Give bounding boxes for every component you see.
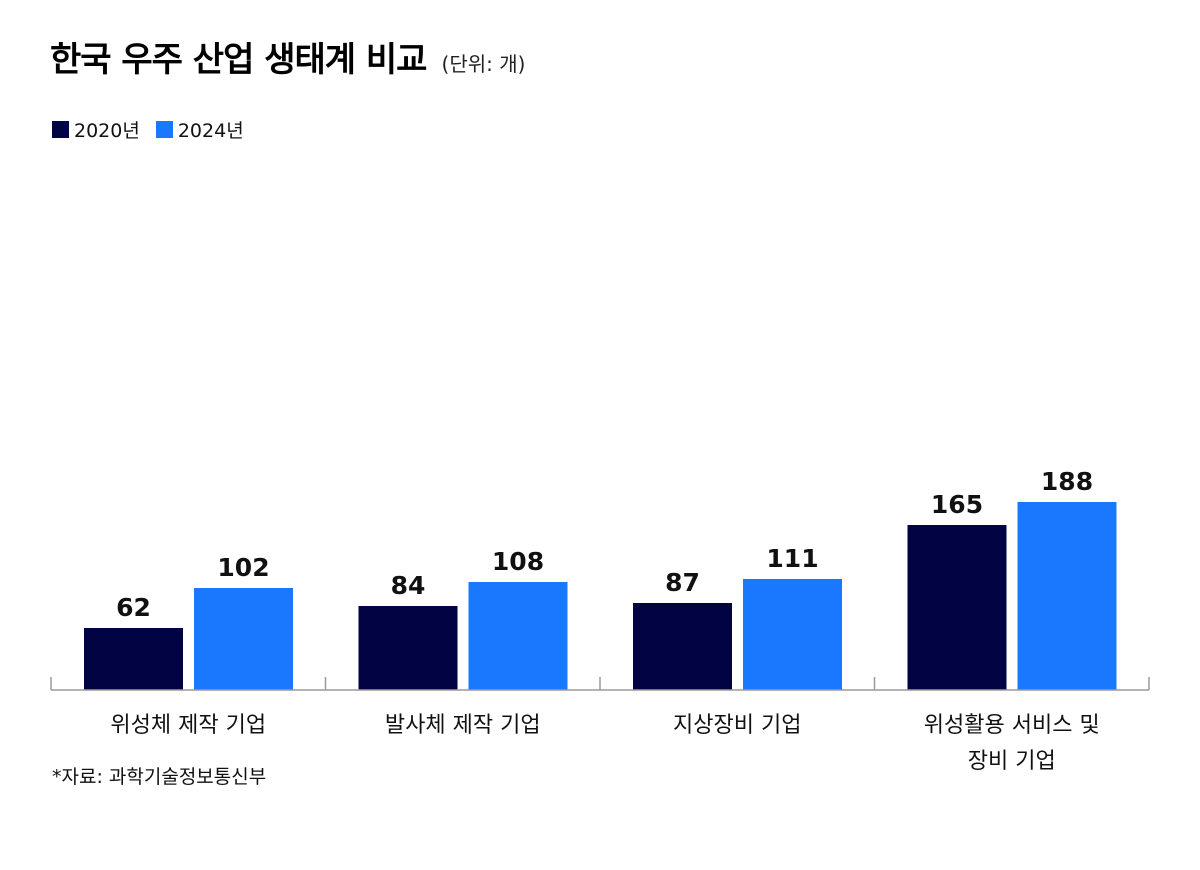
chart-title-block: 한국 우주 산업 생태계 비교 (단위: 개) — [50, 32, 525, 81]
bar-2024-1 — [468, 582, 568, 690]
bar-2020-2 — [633, 603, 732, 690]
category-label-1: 발사체 제작 기업 — [385, 713, 541, 738]
category-label-3: 위성활용 서비스 및 — [924, 713, 1100, 738]
bar-2020-1 — [358, 606, 458, 690]
bar-2020-3 — [907, 525, 1007, 690]
category-label-3: 장비 기업 — [968, 749, 1056, 774]
source-note: *자료: 과학기술정보통신부 — [52, 766, 267, 788]
data-label-2024-0: 102 — [217, 553, 269, 582]
data-label-2020-3: 165 — [931, 490, 983, 519]
bar-2024-0 — [194, 588, 293, 690]
category-label-2: 지상장비 기업 — [673, 713, 801, 738]
data-label-2020-1: 84 — [391, 571, 426, 600]
data-label-2024-3: 188 — [1041, 467, 1093, 496]
data-label-2020-0: 62 — [116, 593, 151, 622]
chart-unit-note: (단위: 개) — [441, 52, 526, 76]
data-label-2024-2: 111 — [766, 544, 818, 573]
bar-2024-3 — [1017, 502, 1117, 690]
legend-swatch-2024 — [155, 121, 173, 138]
legend-swatch-2020 — [52, 121, 69, 138]
legend-label-2024: 2024년 — [177, 120, 244, 142]
chart-title: 한국 우주 산업 생태계 비교 — [50, 40, 427, 80]
data-label-2024-1: 108 — [492, 547, 544, 576]
data-label-2020-2: 87 — [665, 568, 700, 597]
bar-2020-0 — [84, 628, 183, 690]
bar-2024-2 — [743, 579, 842, 690]
chart-legend: 2020년 2024년 — [52, 116, 260, 143]
legend-item-2024: 2024년 — [155, 116, 244, 143]
legend-item-2020: 2020년 — [52, 116, 140, 143]
legend-label-2020: 2020년 — [74, 120, 140, 142]
category-label-0: 위성체 제작 기업 — [110, 713, 266, 738]
